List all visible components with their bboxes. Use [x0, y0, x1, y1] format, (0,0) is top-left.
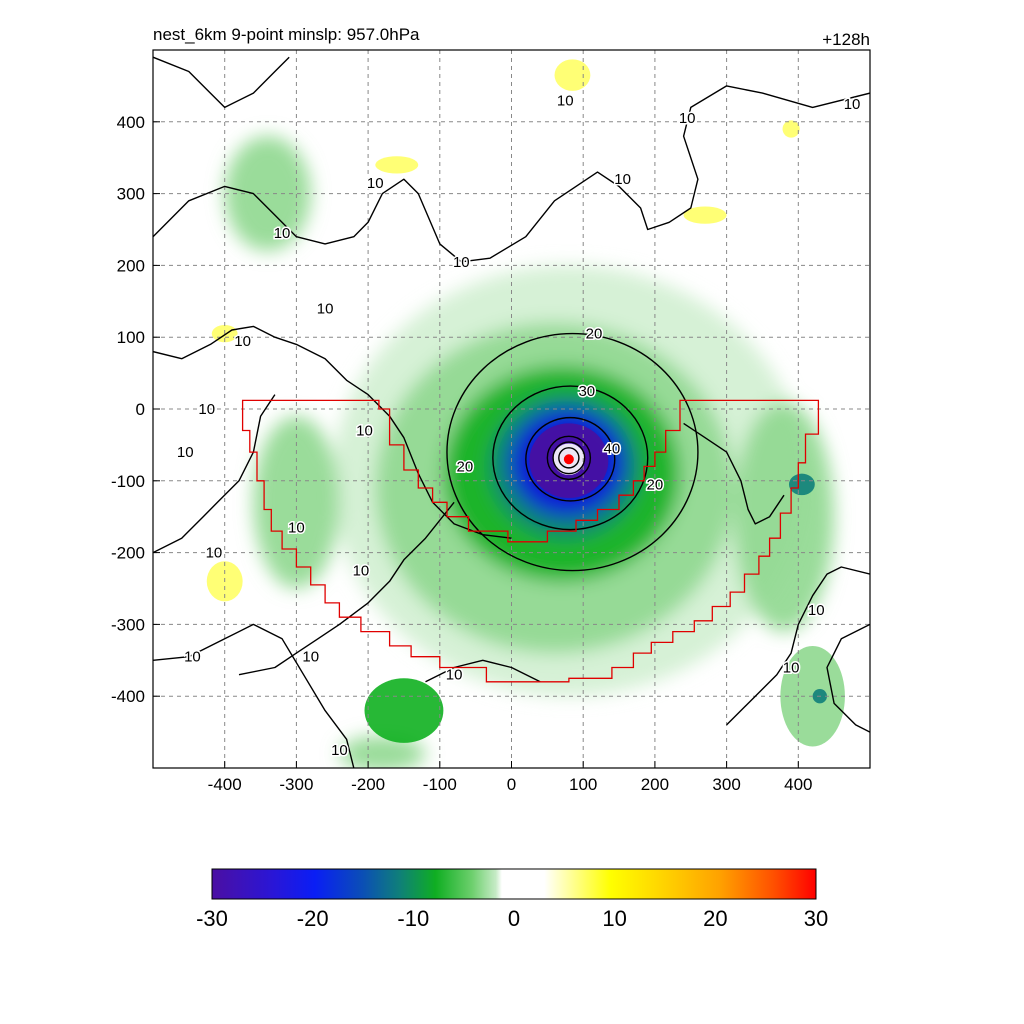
y-axis-ticks: 400 300 200 100 0 -100 -200 -300 -400: [111, 113, 160, 706]
colorbar-tick-label: -10: [397, 906, 429, 931]
contour-label: 10: [356, 423, 373, 440]
contour-labels: 10 10 10 10 10 10 10 10 10 10 10 10 10 10 10 10 10 10 10 10…: [175, 91, 861, 761]
shading-layer: [206, 59, 845, 768]
contour-label: 10: [367, 175, 384, 192]
colorbar-tick-label: 0: [508, 906, 520, 931]
colorbar-tick-label: 10: [602, 906, 626, 931]
contour-label: 10: [557, 92, 574, 109]
contour-line-10-8: [826, 623, 870, 733]
contour-label: 20: [457, 458, 474, 475]
contour-label: 10: [184, 649, 201, 666]
contour-label: 10: [353, 563, 370, 580]
red-boundary-path: [241, 399, 820, 683]
contour-label: 10: [234, 333, 251, 350]
chart-title: nest_6km 9-point minslp: 957.0hPa: [153, 25, 420, 44]
contour-label: 10: [331, 742, 348, 759]
contour-ring-4: [552, 441, 586, 475]
contour-label: 30: [578, 383, 595, 400]
contour-line-10-3: [153, 394, 276, 554]
shaded-region-13: [364, 678, 444, 743]
colorbar-tick-label: 30: [804, 906, 828, 931]
shaded-region-10: [788, 473, 815, 496]
x-tick-label: -100: [423, 775, 457, 794]
y-tick-label: 200: [117, 256, 145, 275]
colorbar: [211, 868, 817, 900]
x-tick-label: 0: [507, 775, 516, 794]
contour-label: 10: [198, 401, 215, 418]
x-tick-label: 200: [641, 775, 669, 794]
shaded-region-16: [375, 156, 419, 174]
time-label: +128h: [822, 30, 870, 49]
contour-line-10-7: [726, 566, 870, 726]
contour-label: 10: [302, 649, 319, 666]
red-boundary: [241, 399, 820, 683]
contour-label: 10: [177, 444, 194, 461]
y-tick-label: 100: [117, 328, 145, 347]
contour-label: 10: [288, 519, 305, 536]
shaded-region-8: [253, 416, 340, 589]
contour-label: 20: [586, 326, 603, 343]
contour-line-10-5: [238, 501, 455, 676]
colorbar-tick-labels: -30 -20 -10 0 10 20 30: [196, 906, 828, 931]
contour-line-10-9: [683, 422, 785, 525]
contour-line-10-6: [425, 659, 541, 683]
contour-label: 40: [604, 440, 621, 457]
contour-ring-2: [525, 416, 616, 502]
shaded-region-9: [733, 401, 835, 632]
shaded-region-14: [339, 735, 426, 768]
y-tick-label: 300: [117, 185, 145, 204]
contour-label: 10: [844, 96, 861, 113]
contour-label: 10: [614, 171, 631, 188]
contour-ring-0: [446, 332, 699, 572]
contour-label: 10: [783, 659, 800, 676]
x-tick-label: 300: [712, 775, 740, 794]
colorbar-tick-label: -20: [297, 906, 329, 931]
contour-line-10-2: [153, 325, 512, 539]
shaded-region-18: [683, 206, 727, 224]
shaded-region-17: [554, 59, 591, 91]
contour-label: 10: [274, 225, 291, 242]
x-tick-label: -200: [351, 775, 385, 794]
contour-label: 10: [679, 110, 696, 127]
contour-ring-1: [492, 385, 649, 531]
storm-center-marker: [563, 454, 574, 465]
y-tick-label: -400: [111, 687, 145, 706]
contour-ring-5: [558, 447, 580, 469]
y-tick-label: -200: [111, 544, 145, 563]
x-tick-label: 100: [569, 775, 597, 794]
contour-label: 10: [808, 602, 825, 619]
x-axis-ticks: -400 -300 -200 -100 0 100 200 300 400: [208, 761, 812, 794]
y-tick-label: 400: [117, 113, 145, 132]
y-tick-label: 0: [136, 400, 145, 419]
shaded-region-19: [782, 120, 800, 138]
contour-ring-3: [546, 435, 592, 481]
contour-line-10-4: [153, 623, 355, 768]
contour-label: 10: [317, 300, 334, 317]
x-tick-label: -300: [279, 775, 313, 794]
contour-lines: [153, 56, 870, 768]
contour-label: 10: [453, 254, 470, 271]
contour-label: 10: [206, 545, 223, 562]
y-tick-label: -100: [111, 472, 145, 491]
x-tick-label: 400: [784, 775, 812, 794]
colorbar-tick-label: -30: [196, 906, 228, 931]
contour-line-10-0: [153, 56, 290, 109]
y-tick-label: -300: [111, 615, 145, 634]
contour-label: 10: [446, 667, 463, 684]
colorbar-tick-label: 20: [703, 906, 727, 931]
x-tick-label: -400: [208, 775, 242, 794]
contour-line-10-1: [153, 85, 870, 263]
contour-label: 20: [647, 476, 664, 493]
